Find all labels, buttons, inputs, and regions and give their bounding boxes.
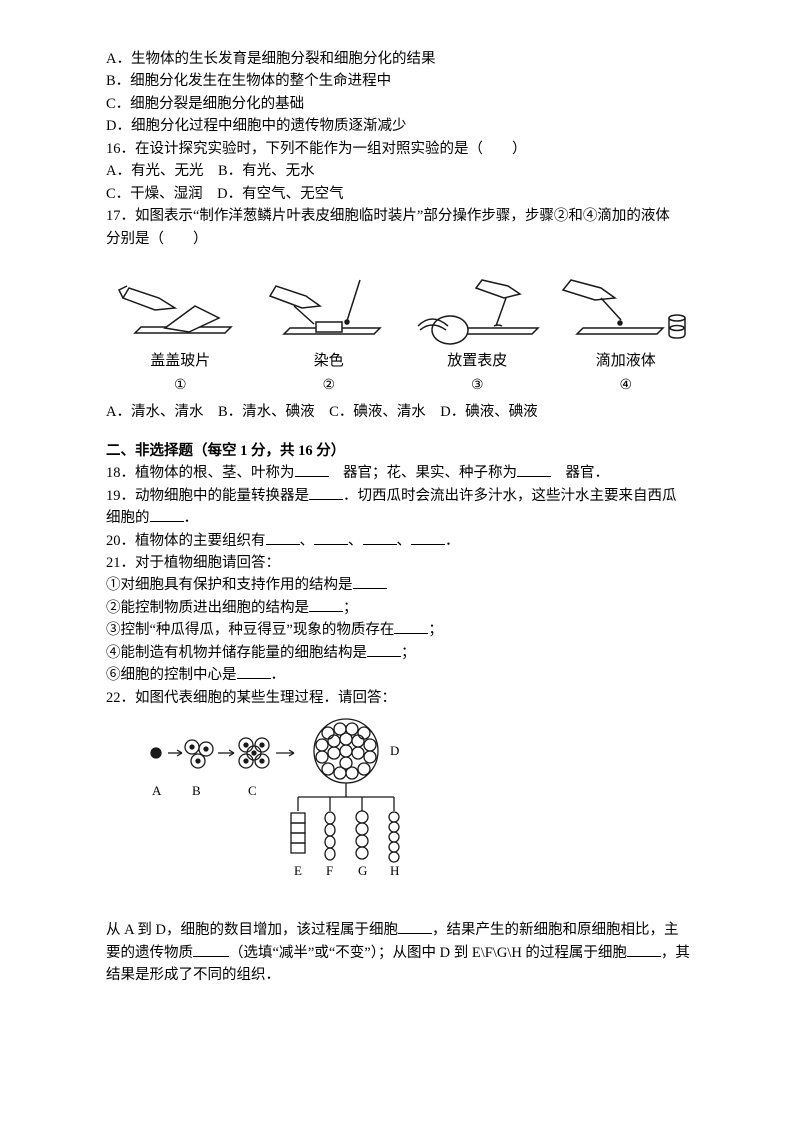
q19-p1: 19．动物细胞中的能量转换器是 — [106, 488, 309, 504]
q19-p3: 细胞的 — [106, 510, 150, 526]
drop-liquid-icon — [561, 268, 691, 348]
blank — [266, 530, 300, 545]
q17-num-2: ② — [255, 375, 404, 397]
q19-l1: 19．动物细胞中的能量转换器是 ．切西瓜时会流出许多汁水，这些汁水主要来自西瓜 — [106, 485, 700, 507]
q21-2b: ； — [343, 600, 358, 616]
q21-1a: ①对细胞具有保护和支持作用的结构是 — [106, 577, 353, 593]
section-2-title: 二、非选择题（每空 1 分，共 16 分） — [106, 440, 700, 462]
q22-lbl-D: D — [390, 743, 399, 758]
q21-6: ⑥细胞的控制中心是 ． — [106, 664, 700, 686]
q21-6a: ⑥细胞的控制中心是 — [106, 667, 237, 683]
cover-slip-icon — [115, 268, 245, 348]
q22-lbl-G: G — [358, 863, 367, 878]
cell-process-icon: A B C D E F G H — [142, 715, 452, 915]
blank — [193, 942, 229, 957]
q19-p4: ． — [184, 510, 199, 526]
blank — [517, 462, 551, 477]
q22-l2: 要的遗传物质 （选填“减半”或“不变”）；从图中 D 到 E\F\G\H 的过程属… — [106, 942, 700, 964]
q20-p1: 20．植物体的主要组织有 — [106, 533, 266, 549]
q16-opts-cd: C．干燥、湿润 D．有空气、无空气 — [106, 183, 700, 205]
q20-end: ． — [445, 533, 460, 549]
q22-diagram: A B C D E F G H — [142, 715, 452, 915]
blank — [367, 642, 401, 657]
q17-label-4: 滴加液体 — [552, 350, 701, 373]
q20: 20．植物体的主要组织有 、 、 、 ． — [106, 530, 700, 552]
q21-4: ④能制造有机物并储存能量的细胞结构是 ； — [106, 642, 700, 664]
q18-p3: 器官． — [551, 465, 609, 481]
q17-num-3: ③ — [403, 375, 552, 397]
q21-6b: ． — [271, 667, 286, 683]
q16-stem: 16．在设计探究实验时，下列不能作为一组对照实验的是（ ） — [106, 138, 700, 160]
q22-l1: 从 A 到 D，细胞的数目增加，该过程属于细胞 ，结果产生的新细胞和原细胞相比，主 — [106, 919, 700, 941]
q16-opts-ab: A．有光、无光 B．有光、无水 — [106, 160, 700, 182]
q22-p1: 从 A 到 D，细胞的数目增加，该过程属于细胞 — [106, 922, 398, 938]
q17-fig-4 — [552, 258, 701, 348]
q17-label-1: 盖盖玻片 — [106, 350, 255, 373]
q22-lbl-A: A — [152, 783, 162, 798]
q21-3b: ； — [428, 622, 443, 638]
q17-label-row: 盖盖玻片 染色 放置表皮 滴加液体 — [106, 350, 700, 373]
blank — [314, 530, 348, 545]
q20-s1: 、 — [300, 533, 315, 549]
q22-p5: ，其 — [661, 945, 690, 961]
q15-opt-b: B．细胞分化发生在生物体的整个生命进程中 — [106, 70, 700, 92]
q17-fig-1 — [106, 258, 255, 348]
q22-p3: 要的遗传物质 — [106, 945, 193, 961]
q21-3a: ③控制“种瓜得瓜，种豆得豆”现象的物质存在 — [106, 622, 394, 638]
q17-num-1: ① — [106, 375, 255, 397]
blank — [411, 530, 445, 545]
q21-4a: ④能制造有机物并储存能量的细胞结构是 — [106, 645, 367, 661]
blank — [309, 597, 343, 612]
blank — [295, 462, 329, 477]
page: A．生物体的生长发育是细胞分裂和细胞分化的结果 B．细胞分化发生在生物体的整个生… — [0, 0, 800, 1132]
q17-num-4: ④ — [552, 375, 701, 397]
q19-p2: ．切西瓜时会流出许多汁水，这些汁水主要来自西瓜 — [343, 488, 677, 504]
q22-lbl-E: E — [294, 863, 302, 878]
staining-icon — [264, 268, 394, 348]
q15-opt-d: D．细胞分化过程中细胞中的遗传物质逐渐减少 — [106, 115, 700, 137]
q21-2a: ②能控制物质进出细胞的结构是 — [106, 600, 309, 616]
blank — [237, 665, 271, 680]
q17-fig-2 — [255, 258, 404, 348]
q21-4b: ； — [401, 645, 416, 661]
q21-title: 21．对于植物细胞请回答： — [106, 552, 700, 574]
q18: 18．植物体的根、茎、叶称为 器官；花、果实、种子称为 器官． — [106, 462, 700, 484]
blank — [394, 620, 428, 635]
q17-num-row: ① ② ③ ④ — [106, 375, 700, 397]
q22-lbl-B: B — [192, 783, 201, 798]
q18-p2: 器官；花、果实、种子称为 — [329, 465, 518, 481]
q15-opt-a: A．生物体的生长发育是细胞分裂和细胞分化的结果 — [106, 48, 700, 70]
q20-s3: 、 — [397, 533, 412, 549]
q20-s2: 、 — [348, 533, 363, 549]
q17-stem-2: 分别是（ ） — [106, 228, 700, 250]
place-skin-icon — [412, 268, 542, 348]
q21-1: ①对细胞具有保护和支持作用的结构是 — [106, 574, 700, 596]
q17-label-3: 放置表皮 — [403, 350, 552, 373]
q22-l3: 结果是形成了不同的组织． — [106, 964, 700, 986]
q21-2: ②能控制物质进出细胞的结构是 ； — [106, 597, 700, 619]
q22-lbl-H: H — [390, 863, 399, 878]
blank — [627, 942, 661, 957]
q17-stem-1: 17．如图表示“制作洋葱鳞片叶表皮细胞临时装片”部分操作步骤，步骤②和④滴加的液… — [106, 205, 700, 227]
blank — [150, 507, 184, 522]
q22-lbl-F: F — [326, 863, 333, 878]
blank — [398, 919, 432, 934]
blank — [363, 530, 397, 545]
q17-label-2: 染色 — [255, 350, 404, 373]
q17-figure-row — [106, 258, 700, 348]
q22-lbl-C: C — [248, 783, 257, 798]
q15-opt-c: C．细胞分裂是细胞分化的基础 — [106, 93, 700, 115]
q18-p1: 18．植物体的根、茎、叶称为 — [106, 465, 295, 481]
q22-p2: ，结果产生的新细胞和原细胞相比，主 — [432, 922, 679, 938]
blank — [353, 575, 387, 590]
blank — [309, 485, 343, 500]
q17-fig-3 — [403, 258, 552, 348]
q22-title: 22．如图代表细胞的某些生理过程．请回答： — [106, 687, 700, 709]
q22-p4: （选填“减半”或“不变”）；从图中 D 到 E\F\G\H 的过程属于细胞 — [229, 945, 627, 961]
q17-options: A．清水、清水 B．清水、碘液 C．碘液、清水 D．碘液、碘液 — [106, 401, 700, 423]
q19-l2: 细胞的 ． — [106, 507, 700, 529]
q21-3: ③控制“种瓜得瓜，种豆得豆”现象的物质存在 ； — [106, 619, 700, 641]
